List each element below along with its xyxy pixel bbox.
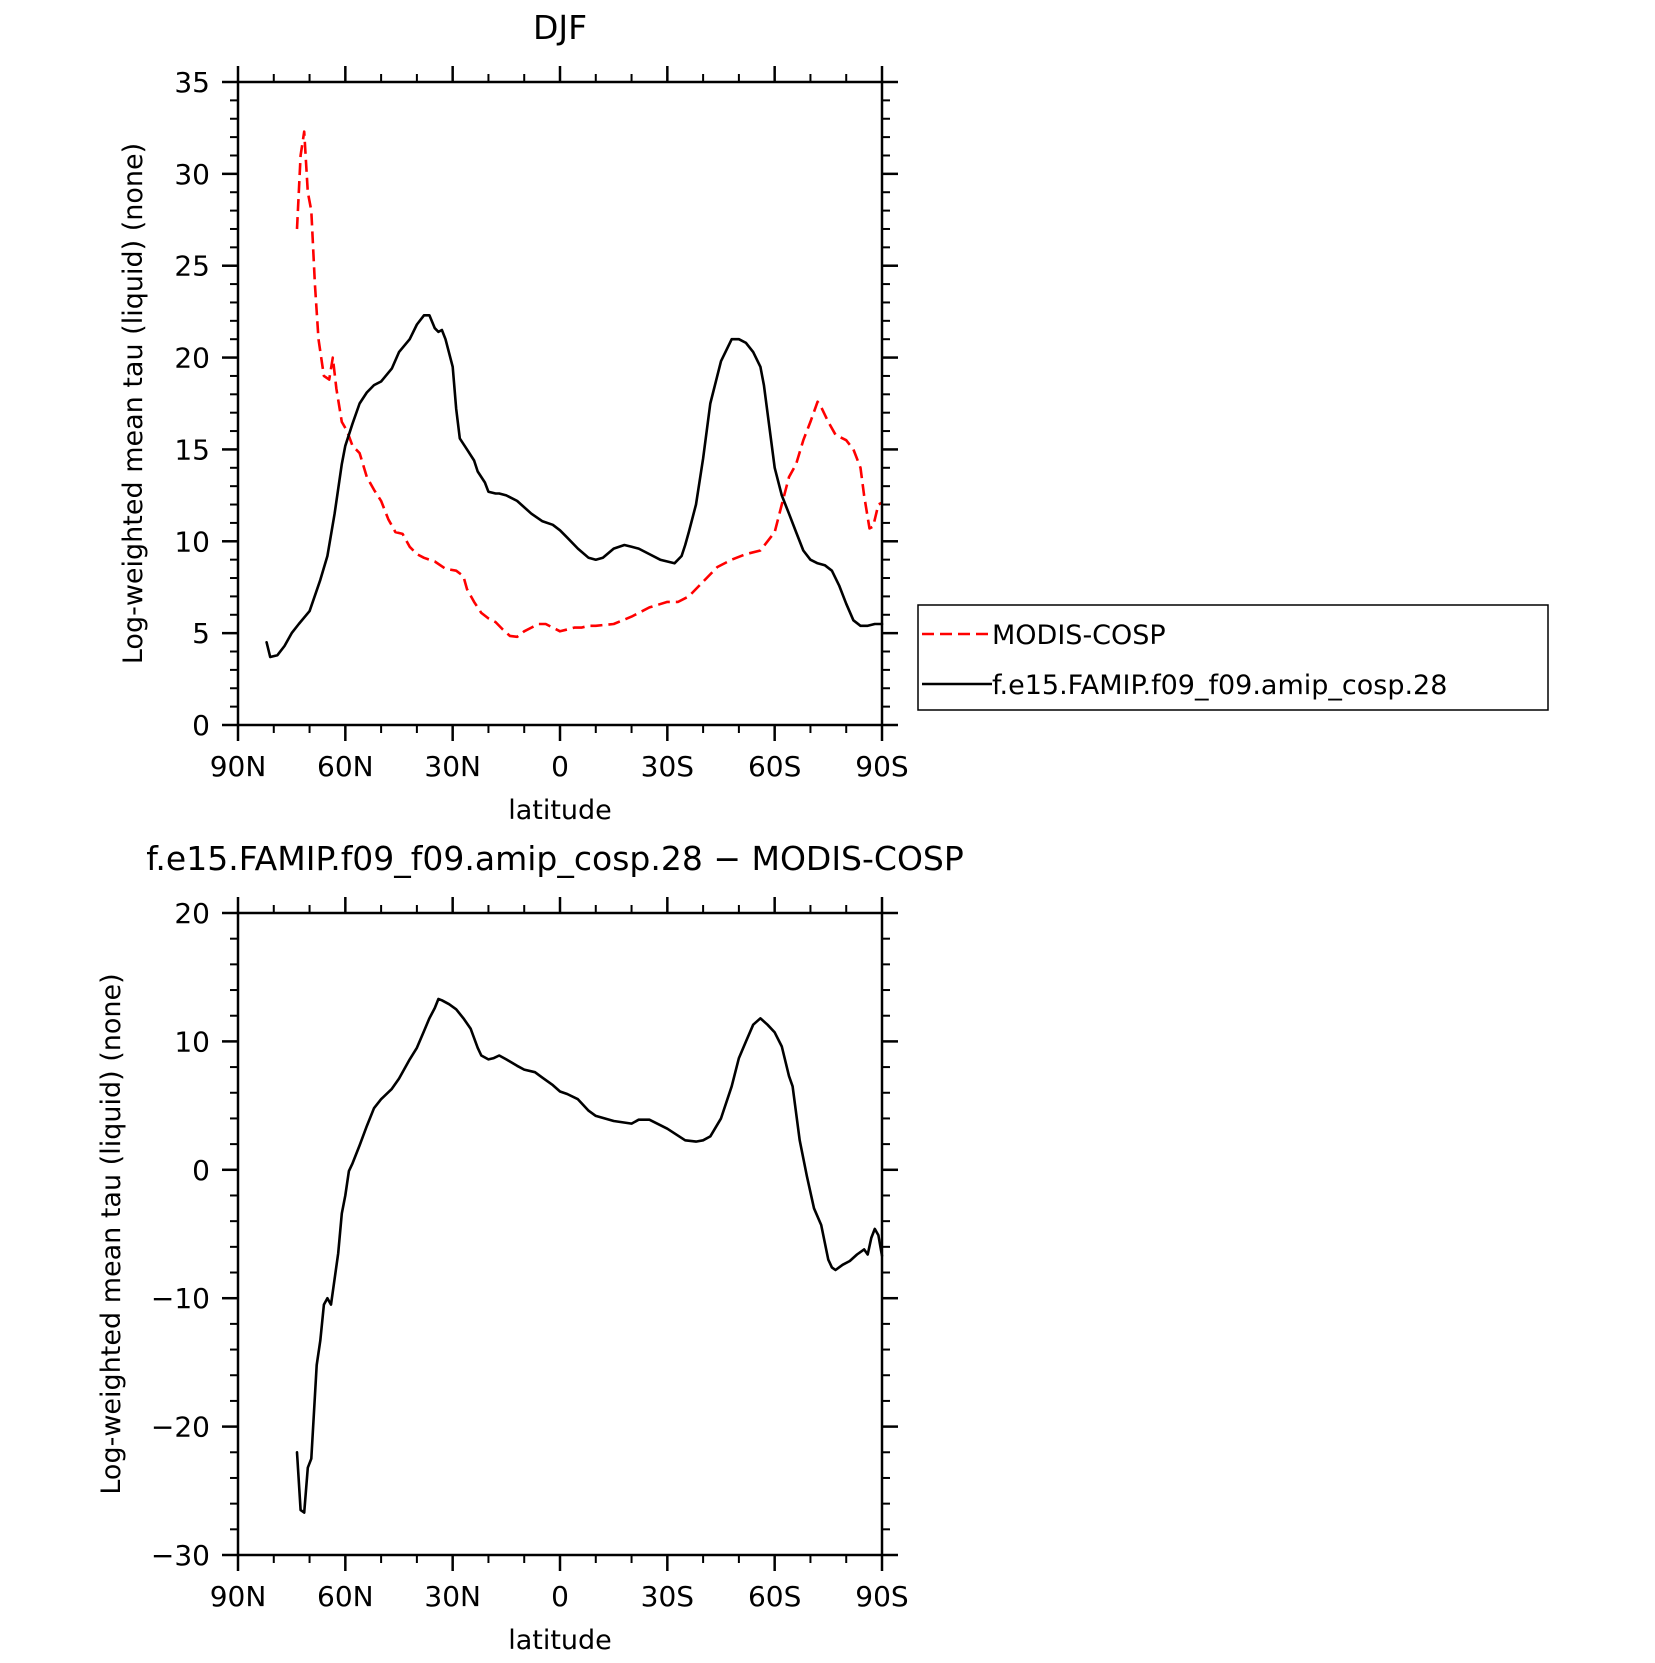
legend: MODIS-COSP f.e15.FAMIP.f09_f09.amip_cosp…	[917, 604, 1549, 711]
bottom-tick-labels: 90N 60N 30N 0 30S 60S 90S −30 −20 −10 0 10 20	[151, 897, 909, 1613]
y-tick-label: 25	[174, 250, 210, 283]
top-y-axis-label: Log-weighted mean tau (liquid) (none)	[118, 143, 149, 664]
x-tick-label: 30S	[641, 1580, 694, 1613]
bottom-x-axis-label: latitude	[508, 1625, 612, 1656]
x-tick-label: 60S	[748, 750, 801, 783]
bottom-plot-frame	[236, 911, 884, 1557]
y-tick-label: 20	[174, 897, 210, 930]
bottom-y-axis-label: Log-weighted mean tau (liquid) (none)	[96, 973, 127, 1494]
x-tick-label: 60N	[317, 750, 374, 783]
top-x-axis-label: latitude	[508, 795, 612, 826]
y-tick-label: 5	[192, 617, 210, 650]
series-line-model-difference	[295, 997, 884, 1514]
bottom-panel: f.e15.FAMIP.f09_f09.amip_cosp.28 − MODIS…	[96, 839, 964, 1656]
x-tick-label: 90N	[210, 1580, 267, 1613]
bottom-chart-title: f.e15.FAMIP.f09_f09.amip_cosp.28 − MODIS…	[146, 839, 964, 878]
x-tick-label: 90N	[210, 750, 267, 783]
y-tick-label: 0	[192, 1154, 210, 1187]
x-tick-label: 60S	[748, 1580, 801, 1613]
legend-label-modis: MODIS-COSP	[992, 620, 1166, 651]
x-tick-label: 0	[551, 750, 569, 783]
y-tick-label: 35	[174, 66, 210, 99]
y-tick-label: 30	[174, 158, 210, 191]
y-tick-label: 10	[174, 525, 210, 558]
series-line-model	[265, 313, 884, 659]
series-line-modis-cosp	[295, 130, 883, 639]
y-tick-label: −20	[151, 1411, 210, 1444]
top-series-group	[265, 130, 884, 659]
y-tick-label: 0	[192, 709, 210, 742]
x-tick-label: 30N	[424, 750, 481, 783]
y-tick-label: 20	[174, 342, 210, 375]
top-plot-frame	[236, 80, 884, 727]
x-tick-label: 90S	[855, 750, 908, 783]
x-tick-label: 60N	[317, 1580, 374, 1613]
bottom-ticks	[222, 897, 898, 1571]
legend-label-model: f.e15.FAMIP.f09_f09.amip_cosp.28	[992, 670, 1447, 701]
top-ticks	[222, 66, 898, 741]
y-tick-label: −10	[151, 1282, 210, 1315]
x-tick-label: 30S	[641, 750, 694, 783]
top-tick-labels: 90N 60N 30N 0 30S 60S 90S 0 5 10 15 20 25 30 35	[174, 66, 908, 783]
x-tick-label: 0	[551, 1580, 569, 1613]
bottom-series-group	[295, 997, 884, 1514]
x-tick-label: 90S	[855, 1580, 908, 1613]
top-panel: DJF 90N 60N 30N 0 30S 60S 90S 0 5 10 15 20 25 30 35 la…	[118, 8, 909, 826]
top-chart-title: DJF	[533, 8, 587, 47]
y-tick-label: 10	[174, 1025, 210, 1058]
y-tick-label: −30	[151, 1539, 210, 1572]
legend-box	[917, 604, 1549, 711]
y-tick-label: 15	[174, 433, 210, 466]
x-tick-label: 30N	[424, 1580, 481, 1613]
